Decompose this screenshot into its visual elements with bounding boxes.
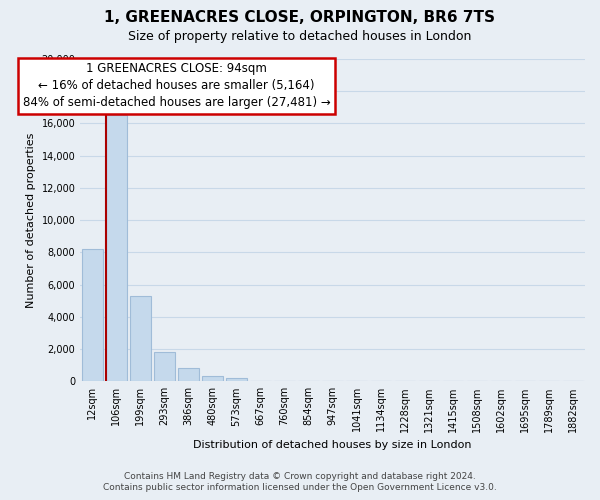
- Y-axis label: Number of detached properties: Number of detached properties: [26, 132, 36, 308]
- Bar: [82, 249, 103, 382]
- Text: Contains HM Land Registry data © Crown copyright and database right 2024.
Contai: Contains HM Land Registry data © Crown c…: [103, 472, 497, 492]
- Text: Size of property relative to detached houses in London: Size of property relative to detached ho…: [128, 30, 472, 43]
- Bar: [154, 352, 175, 382]
- Bar: [178, 368, 199, 382]
- Bar: [226, 378, 247, 382]
- Bar: [130, 296, 151, 382]
- Bar: [202, 376, 223, 382]
- Text: 1, GREENACRES CLOSE, ORPINGTON, BR6 7TS: 1, GREENACRES CLOSE, ORPINGTON, BR6 7TS: [104, 10, 496, 25]
- Bar: [106, 116, 127, 382]
- Text: 1 GREENACRES CLOSE: 94sqm
← 16% of detached houses are smaller (5,164)
84% of se: 1 GREENACRES CLOSE: 94sqm ← 16% of detac…: [23, 62, 331, 109]
- X-axis label: Distribution of detached houses by size in London: Distribution of detached houses by size …: [193, 440, 472, 450]
